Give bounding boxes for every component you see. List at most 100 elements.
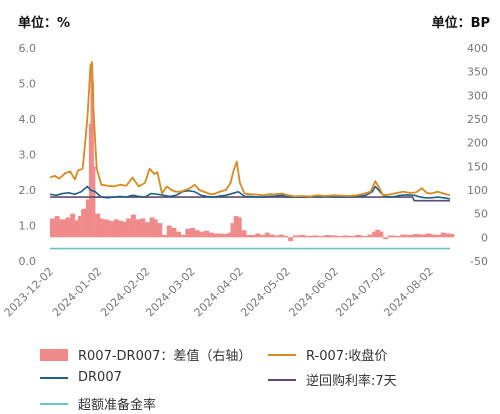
spread-bar — [218, 233, 224, 238]
spread-bar — [305, 235, 312, 238]
spread-bar — [123, 221, 127, 238]
spread-bar — [92, 81, 94, 238]
right-tick-label: 200 — [467, 137, 488, 150]
spread-bar — [387, 235, 395, 238]
right-tick-label: 0 — [481, 231, 488, 244]
spread-bar — [264, 232, 270, 238]
spread-bar — [342, 235, 350, 238]
spread-bar — [126, 218, 132, 238]
spread-bar — [59, 219, 66, 238]
spread-bar — [418, 234, 426, 238]
spread-bar — [85, 199, 90, 238]
spread-bar — [118, 220, 124, 238]
spread-bar — [50, 218, 55, 238]
spread-bar — [440, 232, 446, 238]
spread-bar — [204, 230, 210, 238]
spread-bar — [292, 235, 300, 238]
right-tick-label: 50 — [474, 208, 488, 221]
right-tick-label: 100 — [467, 184, 488, 197]
spread-bar — [208, 232, 214, 238]
spread-bar — [317, 235, 325, 238]
reverse-repo-line — [50, 196, 450, 202]
x-tick-label: 2024-07-02 — [333, 265, 387, 319]
spread-bar — [81, 208, 87, 238]
spread-bar — [154, 219, 158, 238]
spread-bar — [361, 235, 368, 238]
spread-bar — [185, 228, 191, 238]
spread-bar — [78, 216, 82, 238]
spread-bar — [367, 234, 373, 238]
spread-bar — [330, 235, 337, 238]
spread-bar — [180, 234, 186, 238]
x-tick-label: 2024-05-02 — [238, 265, 292, 319]
spread-bar — [406, 234, 413, 238]
spread-bar — [102, 219, 108, 238]
spread-bar — [412, 234, 420, 238]
spread-bar — [241, 230, 247, 238]
right-tick-label: 250 — [467, 113, 488, 126]
r007-line — [49, 61, 451, 198]
spread-bar — [431, 234, 437, 238]
spread-bar — [227, 232, 231, 238]
left-tick-label: 3.0 — [19, 149, 37, 162]
spread-bar — [171, 227, 177, 238]
spread-bar — [299, 234, 306, 238]
spread-bar — [355, 234, 362, 238]
spread-bar — [54, 216, 60, 238]
spread-bar — [250, 234, 256, 238]
left-axis-unit: 单位：% — [18, 16, 71, 31]
x-tick-label: 2024-04-02 — [192, 265, 246, 319]
x-tick-label: 2024-06-02 — [287, 265, 341, 319]
right-tick-label: 400 — [467, 42, 488, 55]
spread-bar — [288, 237, 294, 242]
rate-lines — [49, 61, 451, 250]
spread-bar — [274, 235, 280, 238]
spread-bars — [50, 64, 455, 242]
spread-bar — [222, 234, 228, 238]
x-axis-ticks: 2023-12-022024-01-022024-02-022024-03-02… — [2, 265, 436, 319]
left-tick-label: 5.0 — [19, 78, 37, 91]
spread-bar — [260, 234, 266, 238]
left-tick-label: 0.0 — [19, 255, 37, 268]
spread-bar — [88, 123, 91, 238]
spread-bar — [255, 233, 261, 238]
spread-bar — [400, 234, 407, 238]
left-tick-label: 6.0 — [19, 42, 37, 55]
left-axis-ticks: 0.0 1.0 2.0 3.0 4.0 5.0 6.0 — [19, 42, 37, 268]
spread-bar — [162, 234, 168, 238]
right-axis-ticks: -50 0 50 100 150 200 250 300 350 400 — [467, 42, 488, 268]
spread-bar — [372, 231, 376, 238]
spread-bar — [190, 227, 196, 238]
spread-bar — [113, 219, 119, 238]
spread-bar — [199, 231, 205, 238]
spread-bar — [213, 233, 219, 238]
x-tick-label: 2024-08-02 — [381, 265, 435, 319]
spread-bar — [283, 235, 289, 238]
spread-bar — [425, 233, 432, 238]
spread-bar — [176, 231, 182, 238]
spread-bar — [90, 64, 93, 238]
spread-bar — [110, 221, 115, 238]
spread-bar — [130, 214, 136, 238]
spread-bar — [74, 220, 79, 238]
spread-bar — [135, 219, 141, 238]
right-tick-label: -50 — [470, 255, 488, 268]
spread-bar — [144, 222, 150, 238]
spread-bar — [70, 213, 76, 238]
spread-bar — [445, 233, 451, 238]
left-tick-label: 4.0 — [19, 113, 37, 126]
spread-bar — [99, 218, 104, 238]
spread-bar — [323, 234, 331, 238]
spread-bar — [278, 234, 284, 238]
spread-bar — [149, 217, 155, 238]
right-tick-label: 300 — [467, 89, 488, 102]
spread-bar — [194, 230, 200, 238]
right-tick-label: 350 — [467, 66, 488, 79]
x-tick-label: 2024-01-02 — [50, 265, 104, 319]
spread-bar — [383, 237, 389, 240]
spread-bar — [269, 234, 275, 238]
spread-bar — [450, 234, 455, 238]
spread-bar — [95, 213, 101, 238]
right-axis-unit: 单位：BP — [431, 16, 490, 31]
